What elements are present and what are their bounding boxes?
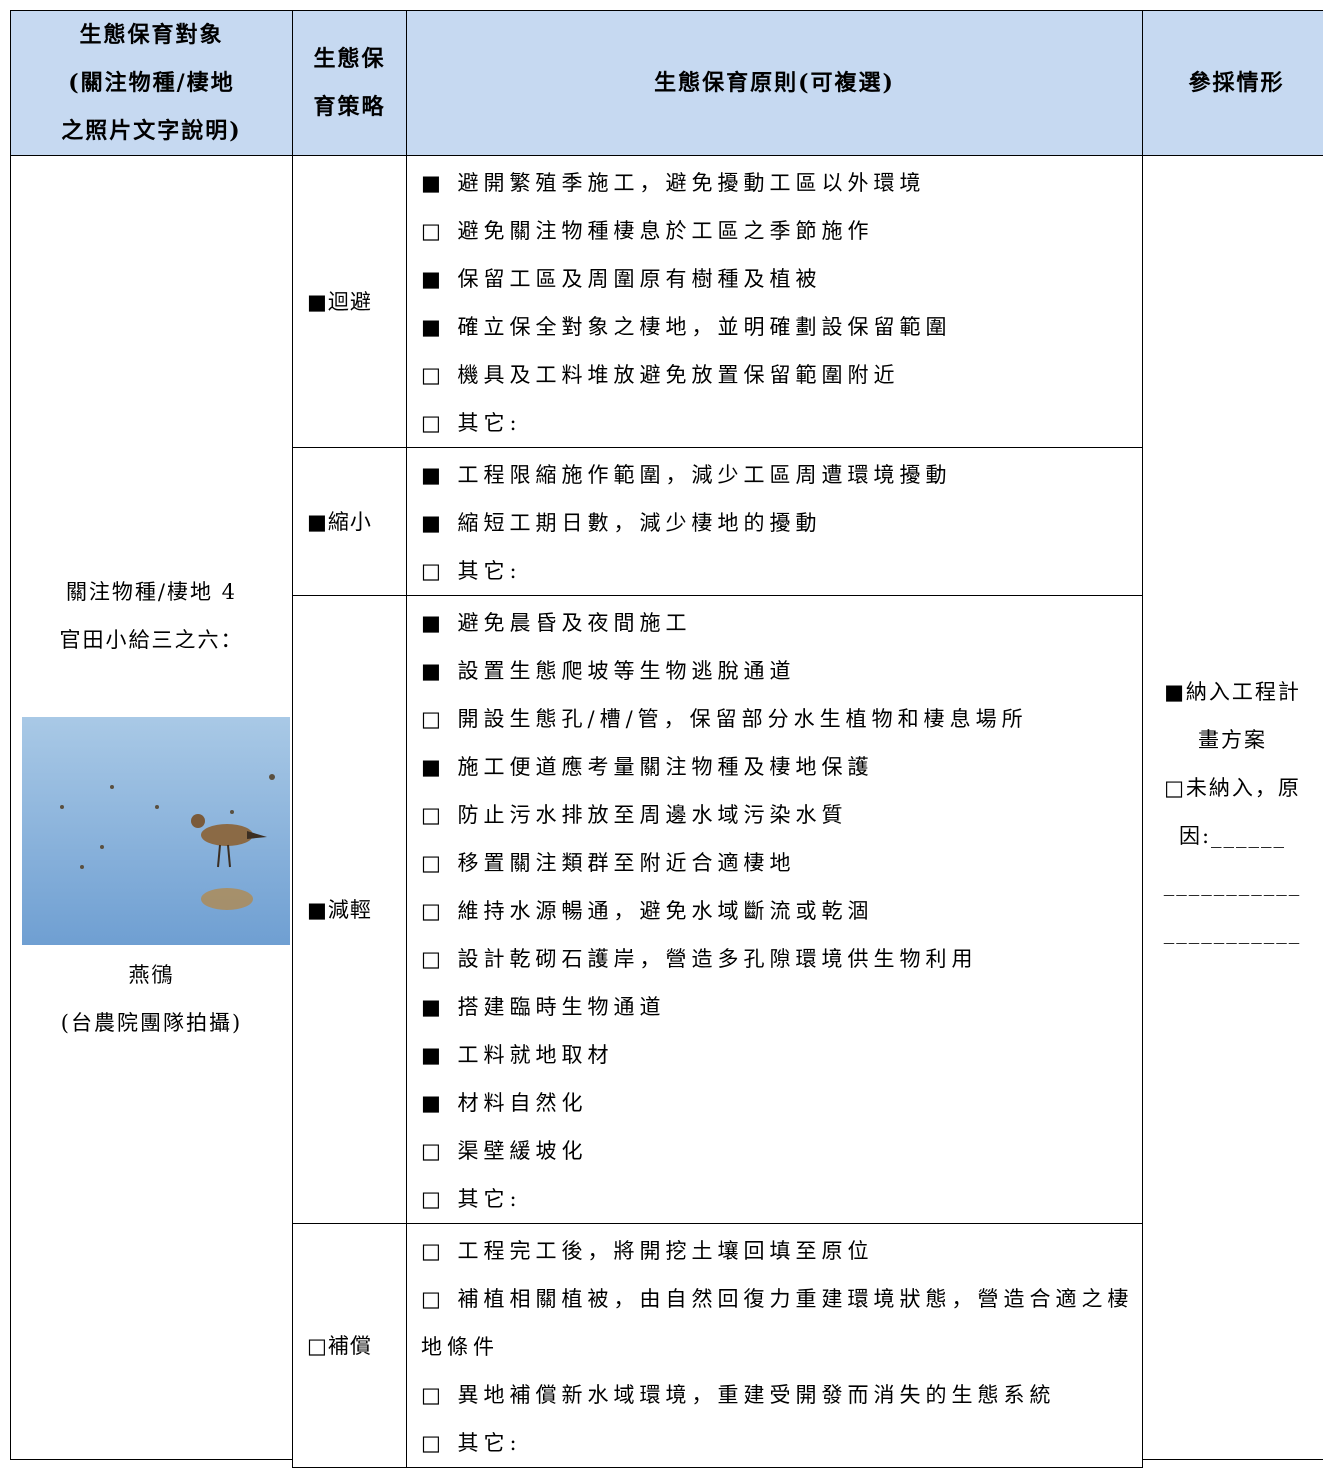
header-cell: 參採情形 [1142, 10, 1323, 156]
header-text: 生態保 [313, 46, 386, 72]
strategy-label: □補償 [307, 1333, 372, 1358]
principle-item: □ 補植相關植被，由自然回復力重建環境狀態，營造合適之棲地條件 [421, 1287, 1134, 1359]
header-text: (關注物種/棲地 [68, 70, 235, 96]
adoption-text: □未納入，原 [1164, 776, 1301, 800]
strategy-label: ■縮小 [307, 509, 372, 534]
principle-item: ■ 工程限縮施作範圍，減少工區周遭環境擾動 [421, 463, 952, 487]
principle-group: ■ 避免晨昏及夜間施工 ■ 設置生態爬坡等生物逃脫通道 □ 開設生態孔/槽/管，保留… [406, 595, 1143, 1224]
principle-item: □ 其它: [421, 559, 522, 583]
principle-item: □ 移置關注類群至附近合適棲地 [421, 851, 796, 875]
strategy-cell: ■縮小 [292, 447, 407, 596]
strategy-label: ■迴避 [307, 289, 372, 314]
principle-item: □ 異地補償新水域環境，重建受開發而消失的生態系統 [421, 1383, 1056, 1407]
adoption-text: 畫方案 [1198, 728, 1267, 752]
strategy-label: ■減輕 [307, 897, 372, 922]
adoption-text: ___________ [1163, 872, 1302, 896]
photo-caption: (台農院團隊拍攝) [60, 1011, 243, 1035]
principle-item: □ 設計乾砌石護岸，營造多孔隙環境供生物利用 [421, 947, 978, 971]
strategy-cell: □補償 [292, 1223, 407, 1468]
principle-item: ■ 保留工區及周圍原有樹種及植被 [421, 267, 822, 291]
principle-item: □ 其它: [421, 1187, 522, 1211]
principle-item: □ 維持水源暢通，避免水域斷流或乾涸 [421, 899, 874, 923]
header-text: 育策略 [313, 94, 386, 120]
principle-item: ■ 確立保全對象之棲地，並明確劃設保留範圍 [421, 315, 952, 339]
principle-group: ■ 避開繁殖季施工，避免擾動工區以外環境 □ 避免關注物種棲息於工區之季節施作 ■ … [406, 155, 1143, 448]
principle-item: □ 工程完工後，將開挖土壤回填至原位 [421, 1239, 874, 1263]
adoption-text: 因:______ [1178, 824, 1287, 848]
principle-item: □ 其它: [421, 411, 522, 435]
header-text: 生態保育原則(可複選) [654, 70, 895, 96]
principle-item: □ 機具及工料堆放避免放置保留範圍附近 [421, 363, 900, 387]
principle-item: □ 開設生態孔/槽/管，保留部分水生植物和棲息場所 [421, 707, 1028, 731]
principle-item: ■ 施工便道應考量關注物種及棲地保護 [421, 755, 874, 779]
header-text: 生態保育對象 [79, 22, 224, 48]
principle-item: □ 其它: [421, 1431, 522, 1455]
principle-item: ■ 搭建臨時生物通道 [421, 995, 666, 1019]
header-cell: 生態保育原則(可複選) [406, 10, 1143, 156]
principle-group: ■ 工程限縮施作範圍，減少工區周遭環境擾動 ■ 縮短工期日數，減少棲地的擾動 □ 其… [406, 447, 1143, 596]
principle-item: ■ 工料就地取材 [421, 1043, 614, 1067]
strategy-cell: ■迴避 [292, 155, 407, 448]
header-text: 參採情形 [1188, 70, 1285, 96]
principle-item: □ 防止污水排放至周邊水域污染水質 [421, 803, 848, 827]
adoption-text: ___________ [1163, 920, 1302, 944]
principle-item: ■ 避開繁殖季施工，避免擾動工區以外環境 [421, 171, 926, 195]
photo-caption: 燕鴴 [128, 963, 175, 987]
principle-item: ■ 避免晨昏及夜間施工 [421, 611, 692, 635]
principle-group: □ 工程完工後，將開挖土壤回填至原位 □ 補植相關植被，由自然回復力重建環境狀態，… [406, 1223, 1143, 1468]
header-cell: 生態保 育策略 [292, 10, 407, 156]
principle-item: ■ 材料自然化 [421, 1091, 588, 1115]
strategy-cell: ■減輕 [292, 595, 407, 1224]
principle-item: □ 渠壁緩坡化 [421, 1139, 588, 1163]
header-cell: 生態保育對象 (關注物種/棲地 之照片文字說明) [10, 10, 293, 156]
adoption-text: ■納入工程計 [1164, 680, 1301, 704]
header-text: 之照片文字說明) [61, 118, 242, 144]
target-text: 關注物種/棲地 4 [65, 580, 238, 604]
principle-item: ■ 縮短工期日數，減少棲地的擾動 [421, 511, 822, 535]
species-photo [22, 717, 290, 945]
principle-item: ■ 設置生態爬坡等生物逃脫通道 [421, 659, 796, 683]
target-text: 官田小給三之六： [59, 628, 244, 652]
principle-item: □ 避免關注物種棲息於工區之季節施作 [421, 219, 874, 243]
